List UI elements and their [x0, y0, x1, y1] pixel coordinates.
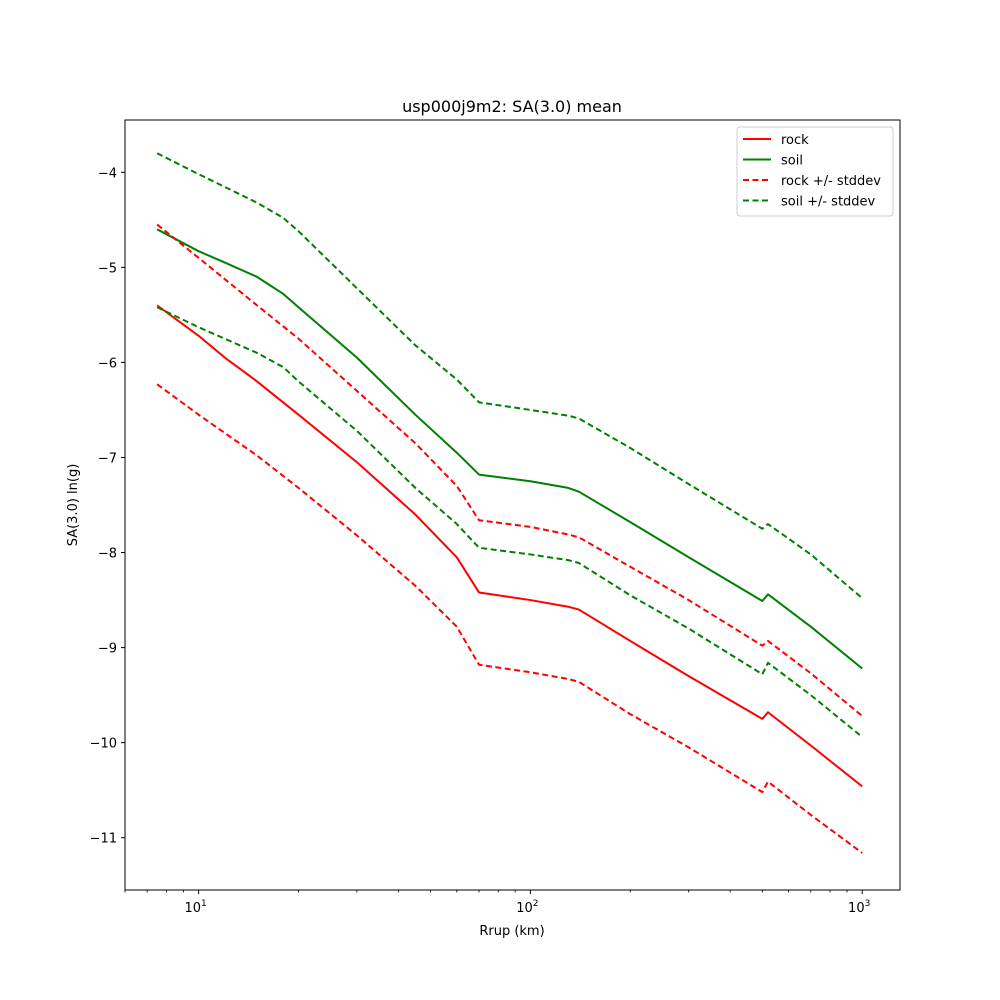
series-line-2 [156, 223, 863, 717]
y-tick-label: −5 [98, 261, 117, 276]
plot-frame [124, 119, 901, 891]
y-tick-label: −10 [90, 737, 117, 752]
legend-label: soil +/- stddev [781, 195, 876, 210]
series-line-0 [156, 304, 863, 788]
legend-label: rock [781, 133, 809, 148]
legend: rock soil rock +/- stddev soil +/- stddev [736, 126, 894, 217]
plot-area [156, 152, 863, 854]
x-tick-label: 102 [516, 899, 538, 916]
y-tick-label: −7 [98, 451, 117, 466]
legend-label: soil [781, 154, 803, 169]
y-tick-label: −4 [98, 166, 117, 181]
series-line-1 [156, 228, 863, 670]
legend-box [736, 126, 894, 217]
y-tick-label: −9 [98, 642, 117, 657]
y-axis-label: SA(3.0) ln(g) [66, 464, 81, 547]
chart-title: usp000j9m2: SA(3.0) mean [402, 97, 622, 116]
x-tick-label: 101 [184, 899, 206, 916]
series-line-5 [156, 306, 863, 738]
x-axis-label: Rrup (km) [479, 924, 544, 939]
legend-label: rock +/- stddev [781, 174, 881, 189]
series-line-3 [156, 383, 863, 854]
y-tick-label: −11 [90, 832, 117, 847]
series-line-4 [156, 152, 863, 599]
x-tick-label: 103 [848, 899, 870, 916]
y-tick-label: −6 [98, 356, 117, 371]
y-tick-label: −8 [98, 547, 117, 562]
